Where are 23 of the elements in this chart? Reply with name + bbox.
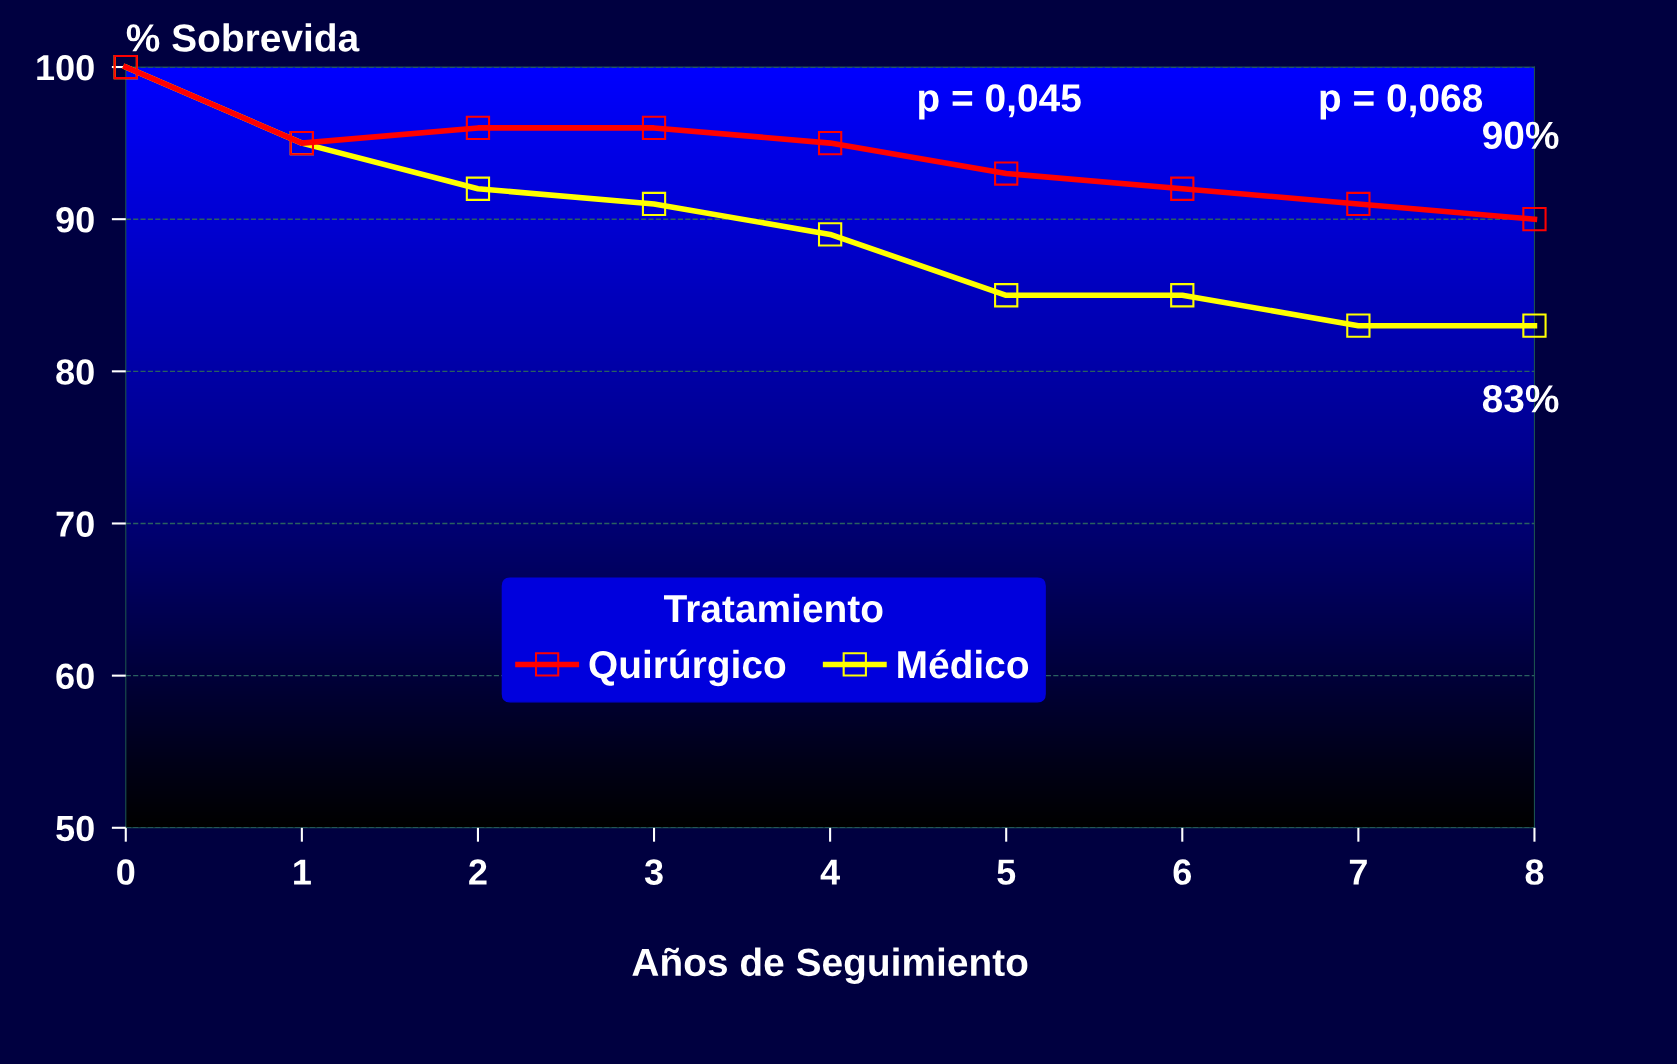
x-tick-label: 1 — [294, 859, 311, 885]
y-tick-label: 90 — [56, 207, 94, 233]
x-tick-label: 7 — [1349, 859, 1367, 885]
x-axis-title: Años de Seguimiento — [632, 947, 1028, 984]
y-tick-label: 80 — [56, 359, 94, 385]
x-tick-label: 2 — [469, 859, 487, 885]
x-tick-label: 6 — [1173, 859, 1192, 885]
y-axis-title: % Sobrevida — [126, 23, 360, 52]
y-tick-label: 60 — [56, 663, 94, 690]
annotation: p = 0,045 — [919, 84, 1081, 120]
annotation: 83% — [1482, 384, 1559, 413]
x-tick-label: 0 — [117, 859, 135, 885]
annotation: p = 0,068 — [1320, 84, 1483, 120]
y-tick-label: 70 — [56, 511, 94, 537]
legend-label: Quirúrgico — [589, 649, 786, 687]
x-tick-label: 3 — [644, 859, 663, 885]
x-tick-label: 5 — [997, 859, 1016, 885]
y-tick-label: 50 — [56, 815, 94, 842]
x-tick-label: 8 — [1525, 859, 1544, 885]
legend-label: Médico — [898, 649, 1029, 679]
legend-title: Tratamiento — [664, 593, 883, 623]
y-tick-label: 100 — [37, 54, 94, 81]
x-tick-label: 4 — [820, 859, 840, 885]
